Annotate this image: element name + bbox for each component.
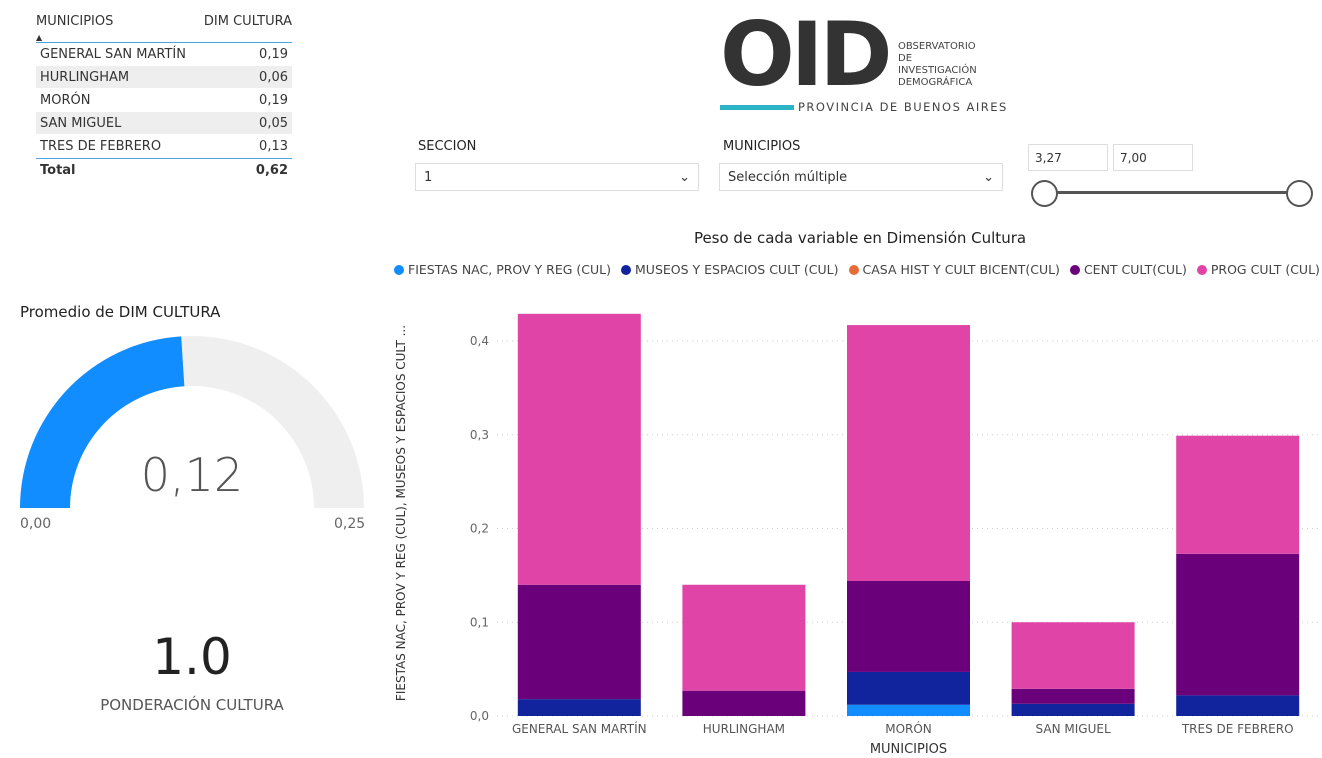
seccion-dropdown[interactable]: 1 ⌄ <box>415 163 699 191</box>
oid-logo: OID OBSERVATORIO DE INVESTIGACIÓN DEMOGRÁF… <box>720 3 1008 114</box>
range-min-input[interactable]: 3,27 <box>1028 144 1108 171</box>
x-axis-title: MUNICIPIOS <box>870 742 947 757</box>
bar-segment <box>1176 435 1300 554</box>
gauge-value: 0,12 <box>140 448 244 502</box>
bar-segment <box>1011 688 1135 704</box>
total-value: 0,62 <box>255 162 288 178</box>
range-slider-min-handle[interactable] <box>1031 180 1058 207</box>
total-label: Total <box>40 162 76 178</box>
chart-title: Peso de cada variable en Dimensión Cultu… <box>693 229 1027 247</box>
dim-cultura-value: 0,13 <box>259 138 288 154</box>
x-tick-label: MORÓN <box>885 721 932 736</box>
dim-cultura-value: 0,06 <box>259 69 288 85</box>
gauge <box>20 336 364 508</box>
bar-segment <box>517 313 641 585</box>
y-tick-label: 0,0 <box>470 709 489 723</box>
municipios-table: MUNICIPIOS ▲ DIM CULTURA GENERAL SAN MARTÍ… <box>36 14 292 181</box>
legend-dot-icon <box>1196 265 1207 275</box>
y-axis-title: FIESTAS NAC, PROV Y REG (CUL), MUSEOS Y … <box>394 325 408 701</box>
bar-segment <box>682 690 806 716</box>
chart-legend: FIESTAS NAC, PROV Y REG (CUL) MUSEOS Y ES… <box>394 262 1320 277</box>
municipio-name: HURLINGHAM <box>40 69 130 85</box>
bar-segment <box>517 584 641 700</box>
bar-segment <box>1011 622 1135 689</box>
legend-item[interactable]: PROG CULT (CUL) <box>1196 262 1320 277</box>
dim-cultura-value: 0,05 <box>259 115 288 131</box>
bar-segment <box>682 584 806 691</box>
gauge-title: Promedio de DIM CULTURA <box>20 303 221 321</box>
y-tick-label: 0,4 <box>470 334 489 348</box>
range-slider-track <box>1044 191 1298 194</box>
col-header-dim-cultura[interactable]: DIM CULTURA <box>203 14 292 29</box>
legend-item[interactable]: FIESTAS NAC, PROV Y REG (CUL) <box>394 262 611 277</box>
table-row[interactable]: HURLINGHAM 0,06 <box>36 66 292 89</box>
bar-segment <box>1011 703 1135 716</box>
legend-dot-icon <box>621 265 632 275</box>
bar-segment <box>847 704 970 716</box>
dim-cultura-value: 0,19 <box>259 46 288 62</box>
y-tick-label: 0,2 <box>470 522 489 536</box>
card-label: PONDERACIÓN CULTURA <box>100 696 284 714</box>
table-row[interactable]: TRES DE FEBRERO 0,13 <box>36 135 292 158</box>
y-tick-label: 0,3 <box>470 428 489 442</box>
municipios-dropdown[interactable]: Selección múltiple ⌄ <box>719 163 1003 191</box>
legend-dot-icon <box>1069 265 1080 275</box>
legend-item[interactable]: MUSEOS Y ESPACIOS CULT (CUL) <box>621 262 839 277</box>
card-value: 1.0 <box>152 628 232 686</box>
bar-segment <box>517 699 641 716</box>
municipio-name: TRES DE FEBRERO <box>40 138 162 154</box>
gauge-max: 0,25 <box>334 516 366 532</box>
municipio-name: SAN MIGUEL <box>40 115 122 131</box>
bar-segment <box>1176 553 1300 696</box>
dim-cultura-value: 0,19 <box>259 92 288 108</box>
bar-segment <box>1176 695 1300 716</box>
x-tick-label: SAN MIGUEL <box>1036 722 1111 736</box>
table-row[interactable]: SAN MIGUEL 0,05 <box>36 112 292 135</box>
municipios-label: MUNICIPIOS <box>723 139 801 154</box>
table-row[interactable]: MORÓN 0,19 <box>36 89 292 112</box>
bar-segment <box>847 325 970 581</box>
gauge-fill <box>20 336 185 508</box>
bar-segment <box>847 581 970 672</box>
range-slider-max-handle[interactable] <box>1286 180 1313 207</box>
legend-item[interactable]: CENT CULT(CUL) <box>1069 262 1187 277</box>
legend-dot-icon <box>848 265 859 275</box>
x-tick-label: TRES DE FEBRERO <box>1181 722 1294 736</box>
legend-dot-icon <box>394 265 404 275</box>
chevron-down-icon: ⌄ <box>983 169 994 185</box>
municipio-name: GENERAL SAN MARTÍN <box>40 46 186 62</box>
bar-segment <box>847 671 970 705</box>
municipio-name: MORÓN <box>40 92 91 108</box>
seccion-label: SECCION <box>418 139 477 154</box>
chevron-down-icon: ⌄ <box>679 169 690 185</box>
gauge-min: 0,00 <box>20 516 52 532</box>
range-max-input[interactable]: 7,00 <box>1113 144 1193 171</box>
x-tick-label: HURLINGHAM <box>703 722 785 736</box>
x-tick-label: GENERAL SAN MARTÍN <box>512 721 647 736</box>
legend-item[interactable]: CASA HIST Y CULT BICENT(CUL) <box>848 262 1060 277</box>
y-tick-label: 0,1 <box>470 615 489 629</box>
stacked-bar-chart: 0,0 0,1 0,2 0,3 0,4 GENERAL SAN MARTÍN HURLING… <box>394 313 1320 757</box>
col-header-municipios[interactable]: MUNICIPIOS ▲ <box>36 14 114 42</box>
table-row[interactable]: GENERAL SAN MARTÍN 0,19 <box>36 43 292 66</box>
